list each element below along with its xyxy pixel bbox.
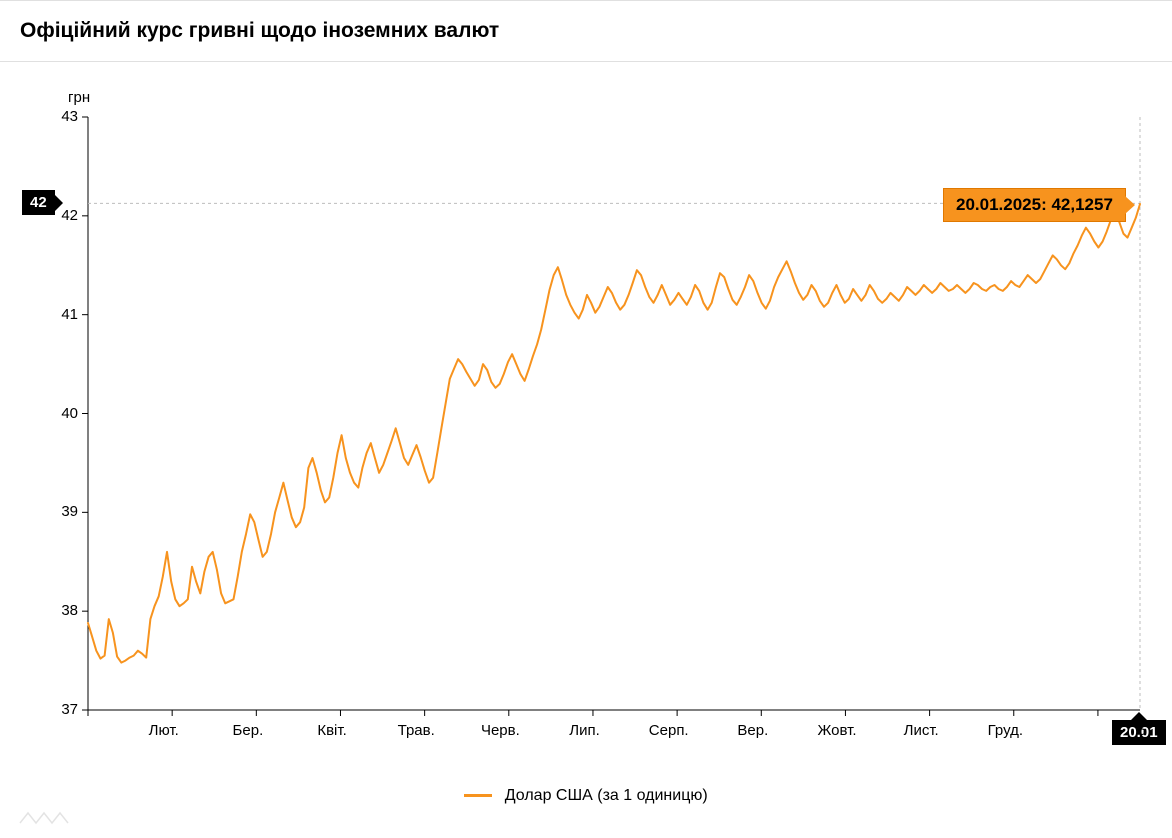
x-tick-label: Бер.: [233, 722, 264, 739]
chart-area: грн 37 38 39 40 41 42 43 Лют. Бер. Квіт. Трав. Чер…: [0, 62, 1172, 777]
legend-swatch: [464, 794, 492, 797]
current-y-tag: 42: [22, 190, 55, 215]
x-tick-label: Лист.: [904, 722, 939, 739]
y-tick-label: 41: [50, 306, 78, 323]
y-axis-unit: грн: [68, 89, 90, 106]
scrollbar-icon: [18, 809, 78, 832]
x-tick-label: Лют.: [149, 722, 179, 739]
y-tick-label: 37: [50, 701, 78, 718]
value-tooltip: 20.01.2025: 42,1257: [943, 188, 1126, 222]
x-tick-label: Трав.: [398, 722, 435, 739]
legend-label: Долар США (за 1 одиницю): [505, 787, 708, 804]
x-tick-label: Серп.: [649, 722, 689, 739]
x-tick-label: Вер.: [737, 722, 768, 739]
y-tick-label: 43: [50, 108, 78, 125]
x-tick-label: Жовт.: [817, 722, 856, 739]
x-tick-label: Груд.: [988, 722, 1023, 739]
legend: Долар США (за 1 одиницю): [0, 777, 1172, 805]
y-tick-label: 38: [50, 602, 78, 619]
line-chart[interactable]: [20, 82, 1152, 762]
x-axis-trailing: 5: [1138, 722, 1146, 739]
y-tick-label: 40: [50, 405, 78, 422]
x-tick-label: Лип.: [569, 722, 600, 739]
chart-container: Офіційний курс гривні щодо іноземних вал…: [0, 0, 1172, 838]
y-tick-label: 39: [50, 503, 78, 520]
x-tick-label: Квіт.: [317, 722, 346, 739]
chart-title: Офіційний курс гривні щодо іноземних вал…: [0, 0, 1172, 62]
x-tick-label: Черв.: [481, 722, 520, 739]
